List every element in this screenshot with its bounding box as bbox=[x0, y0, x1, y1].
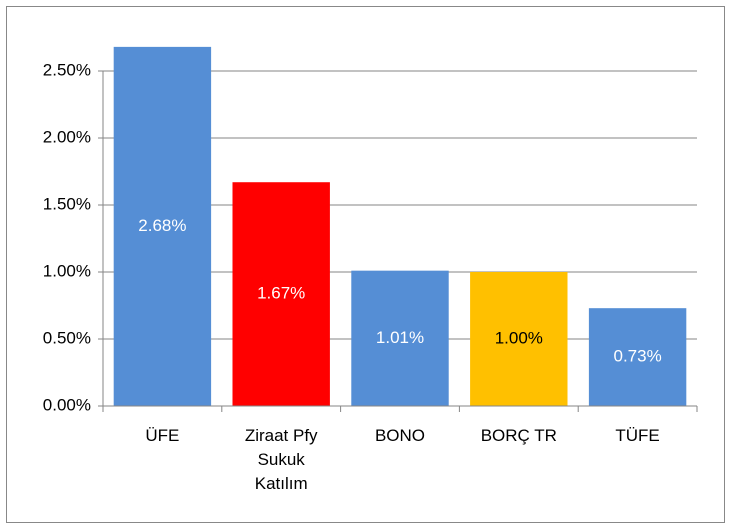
y-tick-label: 2.50% bbox=[43, 60, 91, 79]
value-label: 1.67% bbox=[257, 284, 305, 303]
bar bbox=[351, 270, 449, 406]
y-tick-label: 1.00% bbox=[43, 261, 91, 280]
x-tick-label: Ziraat Pfy Sukuk Katılım bbox=[244, 426, 318, 493]
value-label: 0.73% bbox=[613, 347, 661, 366]
value-label: 1.01% bbox=[376, 328, 424, 347]
value-label: 1.00% bbox=[495, 328, 543, 347]
x-tick-label: TÜFE bbox=[615, 426, 660, 445]
value-label: 2.68% bbox=[138, 216, 186, 235]
x-tick-label: ÜFE bbox=[145, 426, 180, 445]
y-tick-label: 0.50% bbox=[43, 328, 91, 347]
bar bbox=[232, 182, 330, 406]
y-tick-label: 1.50% bbox=[43, 194, 91, 213]
x-tick-label: BONO bbox=[374, 426, 426, 445]
bar bbox=[588, 308, 687, 406]
y-tick-label: 0.00% bbox=[43, 395, 91, 414]
x-tick-label: BORÇ TR bbox=[480, 426, 557, 445]
bar bbox=[470, 272, 568, 406]
bar bbox=[113, 46, 212, 406]
y-tick-label: 2.00% bbox=[43, 127, 91, 146]
